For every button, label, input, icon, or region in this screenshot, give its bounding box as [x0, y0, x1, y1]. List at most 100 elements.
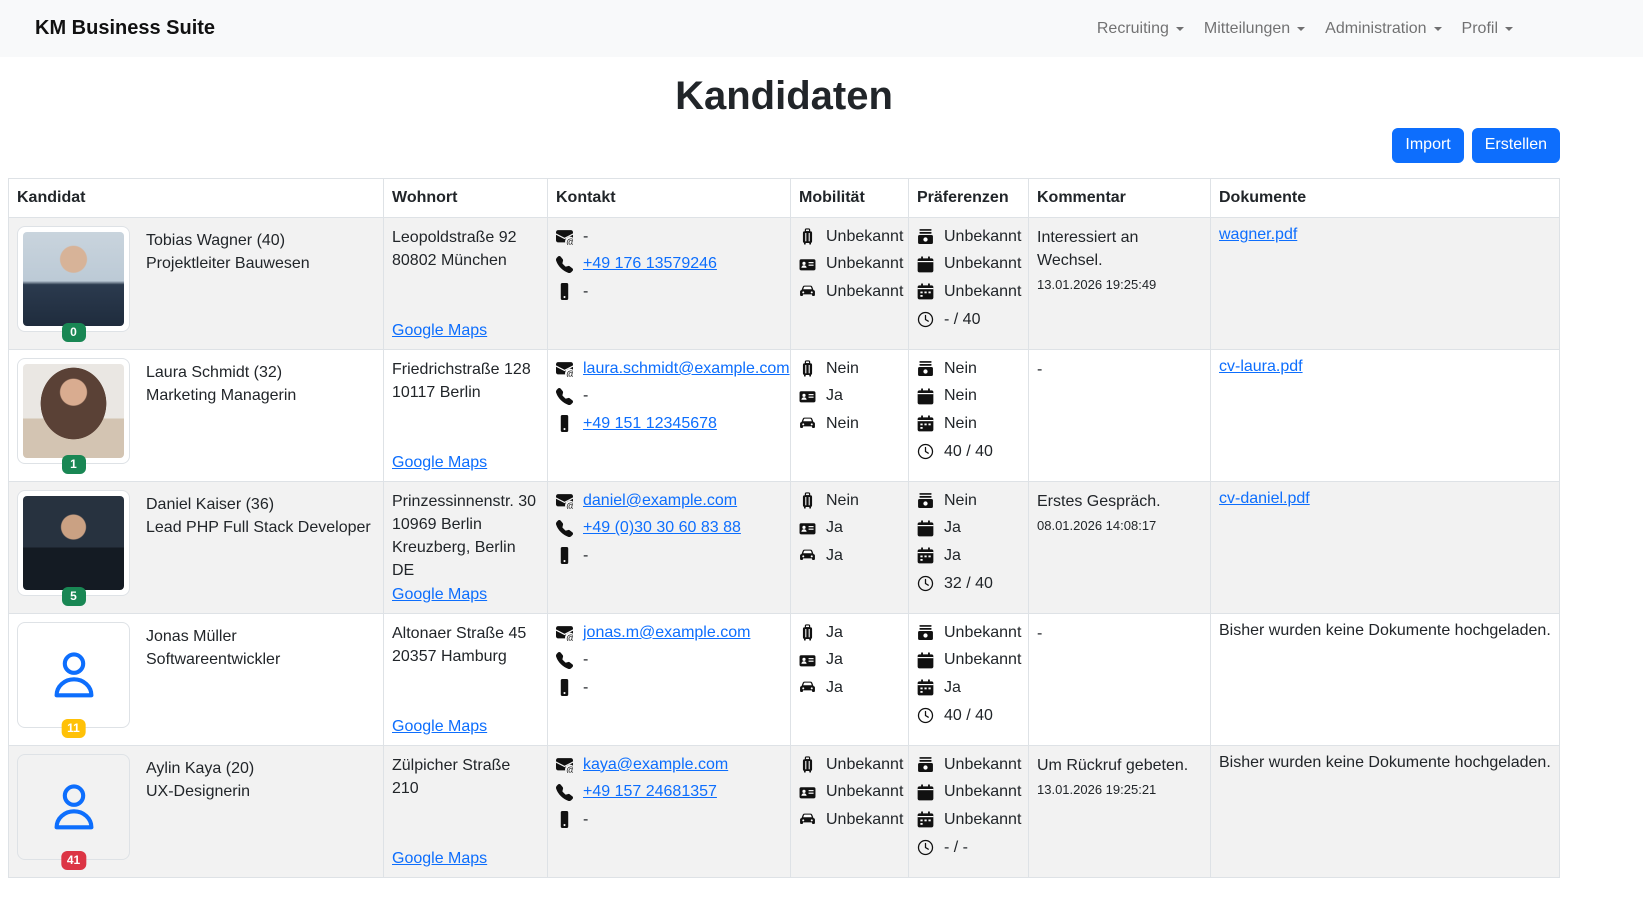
- email-link[interactable]: daniel@example.com: [583, 491, 738, 509]
- preferences-cell: Nein Ja Ja 32 / 40: [908, 480, 1029, 614]
- document-link[interactable]: wagner.pdf: [1219, 225, 1298, 243]
- candidate-role: Lead PHP Full Stack Developer: [146, 518, 371, 536]
- workdays-value: Unbekannt: [944, 282, 1022, 300]
- email-link[interactable]: jonas.m@example.com: [583, 623, 751, 641]
- car-icon: [799, 679, 816, 696]
- nav-administration[interactable]: Administration: [1315, 12, 1451, 46]
- license-value: Unbekannt: [826, 783, 904, 801]
- email-at-icon: [556, 228, 573, 245]
- relocation-value: Nein: [826, 491, 859, 509]
- document-link[interactable]: cv-laura.pdf: [1219, 357, 1303, 375]
- address-cell: Altonaer Straße 45 20357 Hamburg Google …: [383, 612, 548, 746]
- candidate-name: Tobias Wagner (40): [146, 231, 286, 249]
- calendar-icon: [917, 388, 934, 405]
- candidate-photo[interactable]: 41: [17, 753, 130, 870]
- documents-cell: cv-daniel.pdf: [1210, 480, 1560, 614]
- candidate-name: Jonas Müller: [146, 627, 237, 645]
- candidate-cell: 41 Aylin Kaya (20) UX-Designerin: [8, 744, 384, 878]
- email-link[interactable]: laura.schmidt@example.com: [583, 359, 790, 377]
- col-header-kandidat: Kandidat: [8, 177, 384, 218]
- start-value: Unbekannt: [944, 651, 1022, 669]
- hours-value: - / 40: [944, 310, 981, 328]
- calendar-icon: [917, 256, 934, 273]
- nav-administration-label: Administration: [1325, 19, 1427, 37]
- nav-recruiting[interactable]: Recruiting: [1087, 12, 1194, 46]
- google-maps-link[interactable]: Google Maps: [392, 453, 488, 471]
- nav-profil[interactable]: Profil: [1452, 12, 1523, 46]
- mobile-link[interactable]: +49 151 12345678: [583, 414, 717, 432]
- salary-icon: [917, 228, 934, 245]
- table-row: 1 Laura Schmidt (32) Marketing Managerin…: [8, 348, 1560, 482]
- calendar-week-icon: [917, 811, 934, 828]
- documents-cell: Bisher wurden keine Dokumente hochgelade…: [1210, 744, 1560, 878]
- calendar-icon: [917, 652, 934, 669]
- google-maps-link[interactable]: Google Maps: [392, 849, 488, 867]
- candidate-photo[interactable]: 5: [17, 489, 130, 606]
- documents-cell: cv-laura.pdf: [1210, 348, 1560, 482]
- google-maps-link[interactable]: Google Maps: [392, 717, 488, 735]
- col-header-wohnort: Wohnort: [383, 177, 548, 218]
- google-maps-link[interactable]: Google Maps: [392, 585, 488, 603]
- app-brand[interactable]: KM Business Suite: [35, 17, 216, 39]
- contact-cell: daniel@example.com +49 (0)30 30 60 83 88…: [547, 480, 791, 614]
- table-row: 5 Daniel Kaiser (36) Lead PHP Full Stack…: [8, 480, 1560, 614]
- mobile-value: -: [583, 810, 589, 828]
- calendar-icon: [917, 784, 934, 801]
- comment-cell: Um Rückruf gebeten. 13.01.2026 19:25:21: [1028, 744, 1211, 878]
- candidate-address: Leopoldstraße 92 80802 München: [392, 228, 517, 269]
- comment-text: -: [1037, 624, 1043, 642]
- mobility-cell: Unbekannt Unbekannt Unbekannt: [790, 744, 909, 878]
- email-link[interactable]: kaya@example.com: [583, 755, 729, 773]
- navbar: KM Business Suite Recruiting Mitteilunge…: [0, 0, 1643, 57]
- phone-link[interactable]: +49 (0)30 30 60 83 88: [583, 519, 741, 537]
- comment-cell: -: [1028, 348, 1211, 482]
- working-hours-clock-icon: [917, 311, 934, 328]
- working-hours-clock-icon: [917, 839, 934, 856]
- create-button[interactable]: Erstellen: [1471, 128, 1560, 163]
- phone-link[interactable]: +49 176 13579246: [583, 255, 717, 273]
- table-header-row: Kandidat Wohnort Kontakt Mobilität Präfe…: [8, 177, 1560, 218]
- comment-text: Erstes Gespräch.: [1037, 492, 1161, 510]
- candidate-count-badge: 5: [61, 586, 86, 606]
- comment-text: -: [1037, 360, 1043, 378]
- contact-cell: kaya@example.com +49 157 24681357 -: [547, 744, 791, 878]
- chevron-down-icon: [1433, 26, 1442, 31]
- candidate-photo[interactable]: 0: [17, 225, 130, 342]
- candidate-address: Altonaer Straße 45 20357 Hamburg: [392, 624, 527, 665]
- mobile-value: -: [583, 282, 589, 300]
- mobile-phone-icon: [556, 415, 573, 432]
- candidate-photo[interactable]: 11: [17, 621, 130, 738]
- col-header-kommentar: Kommentar: [1028, 177, 1211, 218]
- page-title: Kandidaten: [675, 74, 893, 118]
- drivers-license-icon: [799, 388, 816, 405]
- nav-mitteilungen[interactable]: Mitteilungen: [1194, 12, 1315, 46]
- salary-value: Nein: [944, 359, 977, 377]
- relocation-value: Unbekannt: [826, 227, 904, 245]
- preferences-cell: Unbekannt Unbekannt Ja 40 / 40: [908, 612, 1029, 746]
- phone-link[interactable]: +49 157 24681357: [583, 783, 717, 801]
- no-documents-text: Bisher wurden keine Dokumente hochgelade…: [1219, 753, 1551, 771]
- mobility-cell: Unbekannt Unbekannt Unbekannt: [790, 216, 909, 350]
- luggage-icon: [799, 624, 816, 641]
- car-icon: [799, 283, 816, 300]
- salary-icon: [917, 624, 934, 641]
- import-button[interactable]: Import: [1392, 128, 1464, 163]
- comment-text: Interessiert an Wechsel.: [1037, 228, 1139, 269]
- table-row: 11 Jonas Müller Softwareentwickler Alton…: [8, 612, 1560, 746]
- comment-cell: -: [1028, 612, 1211, 746]
- documents-cell: wagner.pdf: [1210, 216, 1560, 350]
- drivers-license-icon: [799, 256, 816, 273]
- mobile-phone-icon: [556, 547, 573, 564]
- relocation-value: Ja: [826, 623, 843, 641]
- working-hours-clock-icon: [917, 707, 934, 724]
- document-link[interactable]: cv-daniel.pdf: [1219, 489, 1310, 507]
- salary-value: Unbekannt: [944, 623, 1022, 641]
- candidate-photo[interactable]: 1: [17, 357, 130, 474]
- mobility-cell: Nein Ja Nein: [790, 348, 909, 482]
- col-header-mobilitaet: Mobilität: [790, 177, 909, 218]
- google-maps-link[interactable]: Google Maps: [392, 321, 488, 339]
- car-value: Nein: [826, 414, 859, 432]
- person-placeholder-icon: [45, 778, 103, 836]
- calendar-icon: [917, 520, 934, 537]
- car-value: Ja: [826, 678, 843, 696]
